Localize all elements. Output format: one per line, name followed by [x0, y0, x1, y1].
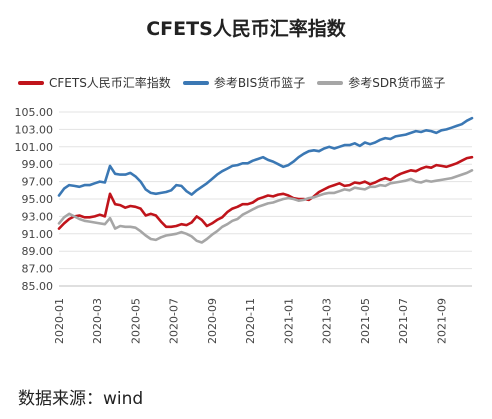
y-tick-label: 95.00 — [22, 193, 54, 206]
x-tick-label: 2021-05 — [359, 298, 372, 344]
y-tick-label: 99.00 — [22, 158, 54, 171]
legend-item-bis: 参考BIS货币篮子 — [182, 74, 306, 91]
series-line-bis — [57, 116, 474, 197]
y-tick-label: 85.00 — [22, 280, 54, 293]
x-tick-label: 2020-01 — [53, 298, 66, 344]
y-tick-label: 87.00 — [22, 263, 54, 276]
x-tick-label: 2021-07 — [397, 298, 410, 344]
legend-label: CFETS人民币汇率指数 — [49, 76, 171, 90]
y-tick-label: 105.00 — [15, 106, 54, 119]
y-tick-label: 103.00 — [15, 123, 54, 136]
legend: CFETS人民币汇率指数 参考BIS货币篮子 参考SDR货币篮子 — [18, 74, 488, 91]
x-tick-label: 2021-09 — [435, 298, 448, 344]
y-tick-label: 97.00 — [22, 176, 54, 189]
series-line-cfets — [57, 155, 474, 230]
series-line-sdr — [57, 169, 474, 244]
legend-label: 参考SDR货币篮子 — [348, 76, 446, 90]
x-tick-label: 2020-11 — [244, 298, 257, 344]
x-tick-label: 2021-01 — [282, 298, 295, 344]
x-tick-label: 2020-07 — [168, 298, 181, 344]
legend-swatch — [317, 80, 344, 85]
x-tick-label: 2020-05 — [129, 298, 142, 344]
y-tick-label: 91.00 — [22, 228, 54, 241]
legend-label: 参考BIS货币篮子 — [213, 76, 306, 90]
legend-swatch — [182, 80, 209, 85]
legend-item-sdr: 参考SDR货币篮子 — [317, 74, 445, 91]
legend-item-cfets: CFETS人民币汇率指数 — [18, 74, 171, 91]
x-tick-label: 2020-09 — [206, 298, 219, 344]
y-tick-label: 93.00 — [22, 210, 54, 223]
y-tick-label: 101.00 — [15, 141, 54, 154]
x-tick-label: 2020-03 — [91, 298, 104, 344]
chart-title: CFETS人民币汇率指数 — [146, 18, 346, 40]
legend-swatch — [18, 80, 44, 85]
x-tick-label: 2021-03 — [321, 298, 334, 344]
source-note: 数据来源：wind — [18, 389, 144, 409]
y-tick-label: 89.00 — [22, 245, 54, 258]
